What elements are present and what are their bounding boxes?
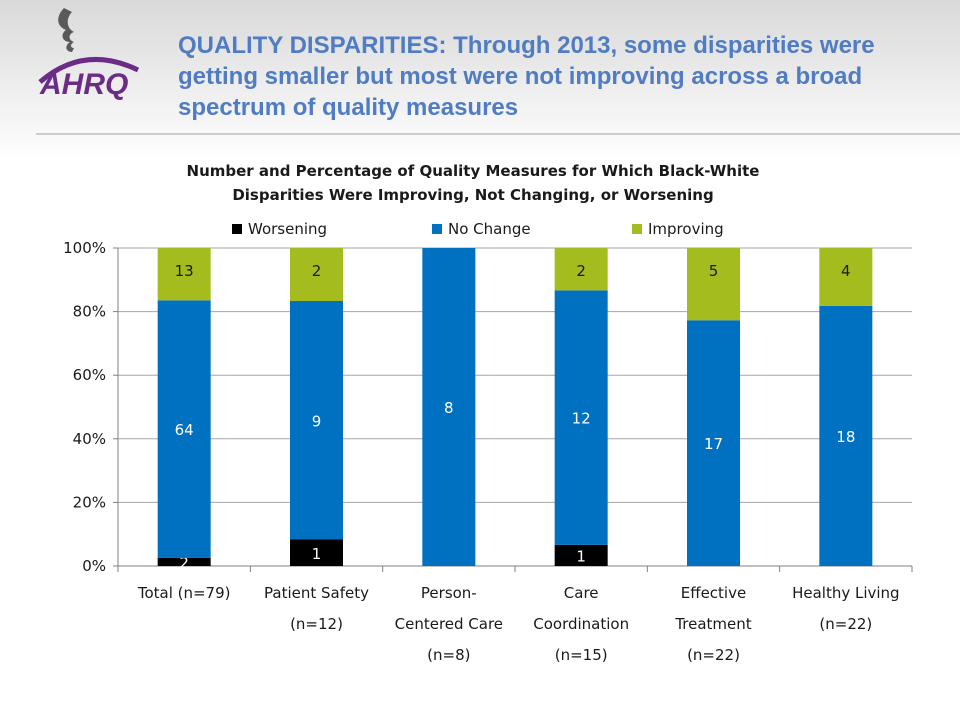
legend-swatch-no-change xyxy=(432,224,442,234)
bar-segment-no-change xyxy=(554,290,608,545)
x-tick-label: (n=22) xyxy=(687,646,740,664)
bar-segment-no-change xyxy=(290,301,343,540)
data-label: 2 xyxy=(179,554,189,572)
data-label: 5 xyxy=(709,262,719,280)
x-tick-label: Centered Care xyxy=(395,615,503,633)
y-tick-label: 0% xyxy=(82,557,106,575)
bar-segment-no-change xyxy=(422,248,476,566)
x-tick-label: Patient Safety xyxy=(264,584,369,602)
slide-title: QUALITY DISPARITIES: Through 2013, some … xyxy=(178,32,875,121)
y-tick-label: 100% xyxy=(63,239,106,257)
ahrq-logo: AHRQ xyxy=(34,4,144,104)
data-label: 2 xyxy=(576,262,586,280)
legend-swatch-improving xyxy=(632,224,642,234)
x-tick-label: Care xyxy=(564,584,599,602)
ahrq-logo-text: AHRQ xyxy=(39,68,128,101)
data-label: 1 xyxy=(312,545,322,563)
legend-label: Improving xyxy=(648,220,724,238)
data-label: 18 xyxy=(836,428,855,446)
bar-segment-improving xyxy=(554,248,608,291)
x-tick-label: (n=8) xyxy=(427,646,470,664)
x-tick-label: Effective xyxy=(681,584,746,602)
data-label: 13 xyxy=(175,262,194,280)
data-label: 9 xyxy=(312,412,322,430)
x-tick-label: Total (n=79) xyxy=(137,584,231,602)
x-tick-label: Healthy Living xyxy=(792,584,900,602)
data-label: 12 xyxy=(572,410,591,428)
x-tick-label: Person- xyxy=(421,584,477,602)
legend-swatch-worsening xyxy=(232,224,242,234)
title-divider xyxy=(36,133,960,135)
hhs-eagle-icon xyxy=(58,8,74,52)
bar-segment-worsening xyxy=(290,539,343,566)
bar-segment-worsening xyxy=(554,544,608,566)
legend-label: Worsening xyxy=(248,220,327,238)
bar-segment-no-change xyxy=(687,320,740,566)
y-tick-label: 20% xyxy=(73,493,106,511)
data-label: 2 xyxy=(312,262,322,280)
x-tick-label: (n=22) xyxy=(819,615,872,633)
x-tick-label: Treatment xyxy=(674,615,751,633)
data-label: 64 xyxy=(175,421,194,439)
chart-title-line: Disparities Were Improving, Not Changing… xyxy=(232,186,713,204)
bar-segment-improving xyxy=(687,248,740,321)
bar-segment-worsening xyxy=(157,557,211,566)
bar-segment-no-change xyxy=(157,300,211,558)
data-label: 17 xyxy=(704,435,723,453)
y-tick-label: 80% xyxy=(73,303,106,321)
data-label: 8 xyxy=(444,399,454,417)
legend-label: No Change xyxy=(448,220,531,238)
y-tick-label: 60% xyxy=(73,366,106,384)
y-tick-label: 40% xyxy=(73,430,106,448)
x-tick-label: Coordination xyxy=(533,615,629,633)
x-tick-label: (n=12) xyxy=(290,615,343,633)
bar-segment-improving xyxy=(157,248,211,301)
data-label: 1 xyxy=(576,547,586,565)
chart-title-line: Number and Percentage of Quality Measure… xyxy=(187,162,760,180)
x-tick-label: (n=15) xyxy=(555,646,608,664)
bar-segment-no-change xyxy=(819,305,873,566)
bar-segment-improving xyxy=(819,248,873,306)
data-label: 4 xyxy=(841,262,851,280)
bar-segment-improving xyxy=(290,248,343,301)
